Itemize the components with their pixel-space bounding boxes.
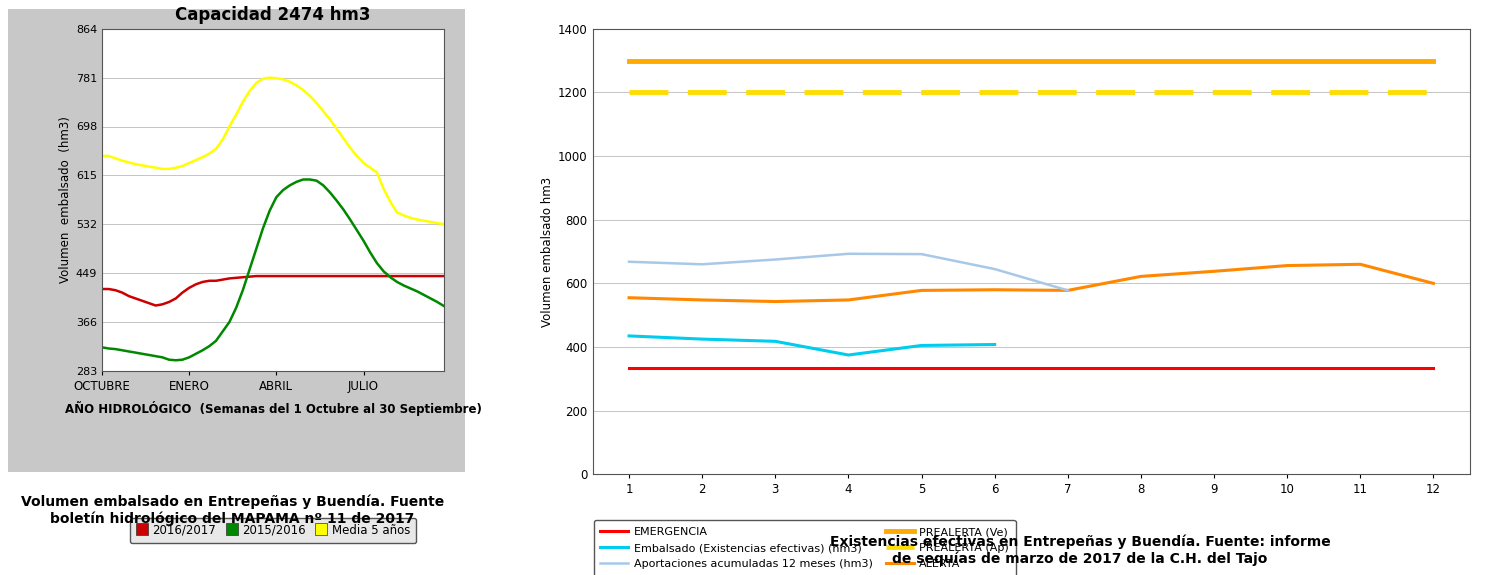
Text: Volumen embalsado en Entrepeñas y Buendía. Fuente
boletín hidrológico del MAPAMA: Volumen embalsado en Entrepeñas y Buendí… bbox=[21, 494, 444, 526]
X-axis label: AÑO HIDROLÓGICO  (Semanas del 1 Octubre al 30 Septiembre): AÑO HIDROLÓGICO (Semanas del 1 Octubre a… bbox=[64, 401, 482, 416]
Y-axis label: Volumen  embalsado  (hm3): Volumen embalsado (hm3) bbox=[58, 116, 72, 283]
Title: Capacidad 2474 hm3: Capacidad 2474 hm3 bbox=[176, 6, 370, 24]
Y-axis label: Volumen embalsado hm3: Volumen embalsado hm3 bbox=[540, 177, 554, 327]
Legend: EMERGENCIA, Embalsado (Existencias efectivas) (hm3), Aportaciones acumuladas 12 : EMERGENCIA, Embalsado (Existencias efect… bbox=[594, 520, 1016, 575]
Text: Existencias efectivas en Entrepeñas y Buendía. Fuente: informe
de sequías de mar: Existencias efectivas en Entrepeñas y Bu… bbox=[830, 535, 1330, 566]
Legend: 2016/2017, 2015/2016, Media 5 años: 2016/2017, 2015/2016, Media 5 años bbox=[130, 518, 416, 543]
